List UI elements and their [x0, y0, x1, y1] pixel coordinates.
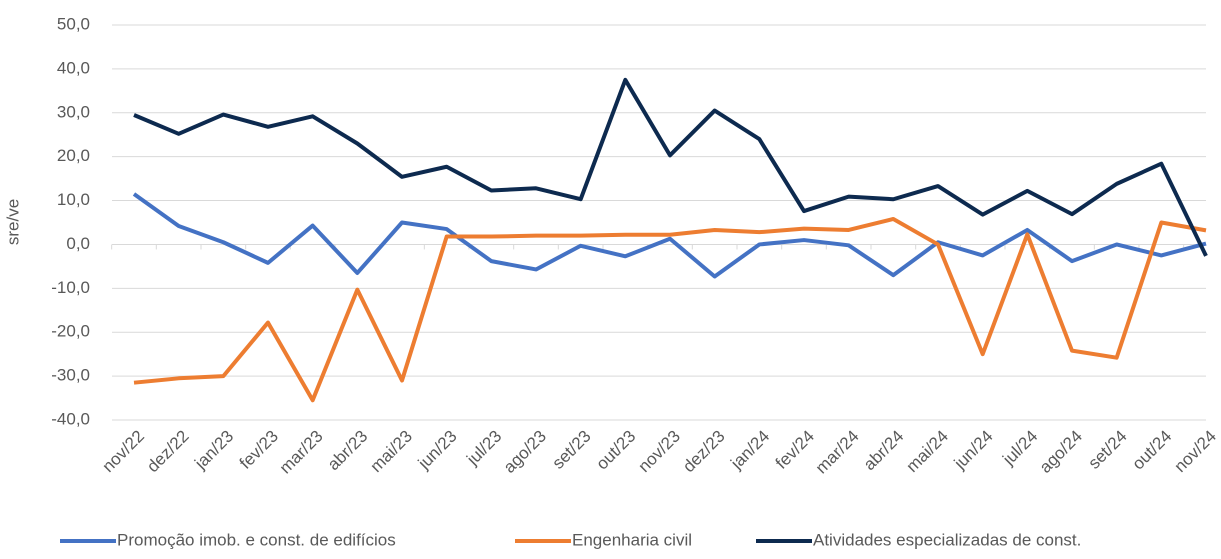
x-tick-label: nov/23: [634, 427, 684, 477]
y-tick-label: 50,0: [57, 14, 90, 33]
series-line: [133, 216, 1207, 403]
y-tick-label: -10,0: [51, 278, 90, 297]
y-axis-label: sre/ve: [3, 199, 22, 245]
y-tick-label: 0,0: [66, 234, 90, 253]
x-tick-label: abr/24: [860, 427, 908, 475]
legend-label: Atividades especializadas de const.: [813, 530, 1081, 549]
x-tick-label: jun/24: [950, 427, 997, 474]
x-tick-label: nov/22: [98, 427, 148, 477]
x-tick-label: nov/24: [1170, 427, 1220, 477]
y-tick-label: 20,0: [57, 146, 90, 165]
x-tick-label: set/24: [1084, 427, 1130, 473]
y-tick-label: 40,0: [57, 58, 90, 77]
legend-label: Promoção imob. e const. de edifícios: [117, 530, 396, 549]
x-tick-label: mar/24: [812, 427, 863, 478]
x-tick-label: jan/23: [190, 427, 237, 474]
y-tick-label: 30,0: [57, 102, 90, 121]
x-tick-label: out/24: [1128, 427, 1175, 474]
x-tick-label: mai/24: [902, 427, 952, 477]
y-tick-label: -20,0: [51, 322, 90, 341]
x-tick-label: dez/22: [143, 427, 193, 477]
x-tick-label: jun/23: [414, 427, 461, 474]
x-tick-label: set/23: [548, 427, 594, 473]
y-tick-label: 10,0: [57, 190, 90, 209]
y-tick-label: -30,0: [51, 366, 90, 385]
x-tick-label: mar/23: [276, 427, 327, 478]
x-tick-label: ago/23: [500, 427, 550, 477]
x-tick-label: ago/24: [1036, 427, 1086, 477]
legend-label: Engenharia civil: [572, 530, 692, 549]
x-tick-label: dez/23: [679, 427, 729, 477]
y-tick-label: -40,0: [51, 409, 90, 428]
x-tick-label: fev/24: [772, 427, 818, 473]
x-tick-label: fev/23: [236, 427, 282, 473]
x-tick-label: out/23: [592, 427, 639, 474]
x-tick-label: abr/23: [324, 427, 372, 475]
series-line: [132, 192, 1207, 279]
x-tick-label: mai/23: [366, 427, 416, 477]
x-tick-label: jan/24: [726, 427, 773, 474]
series-line: [133, 77, 1208, 257]
